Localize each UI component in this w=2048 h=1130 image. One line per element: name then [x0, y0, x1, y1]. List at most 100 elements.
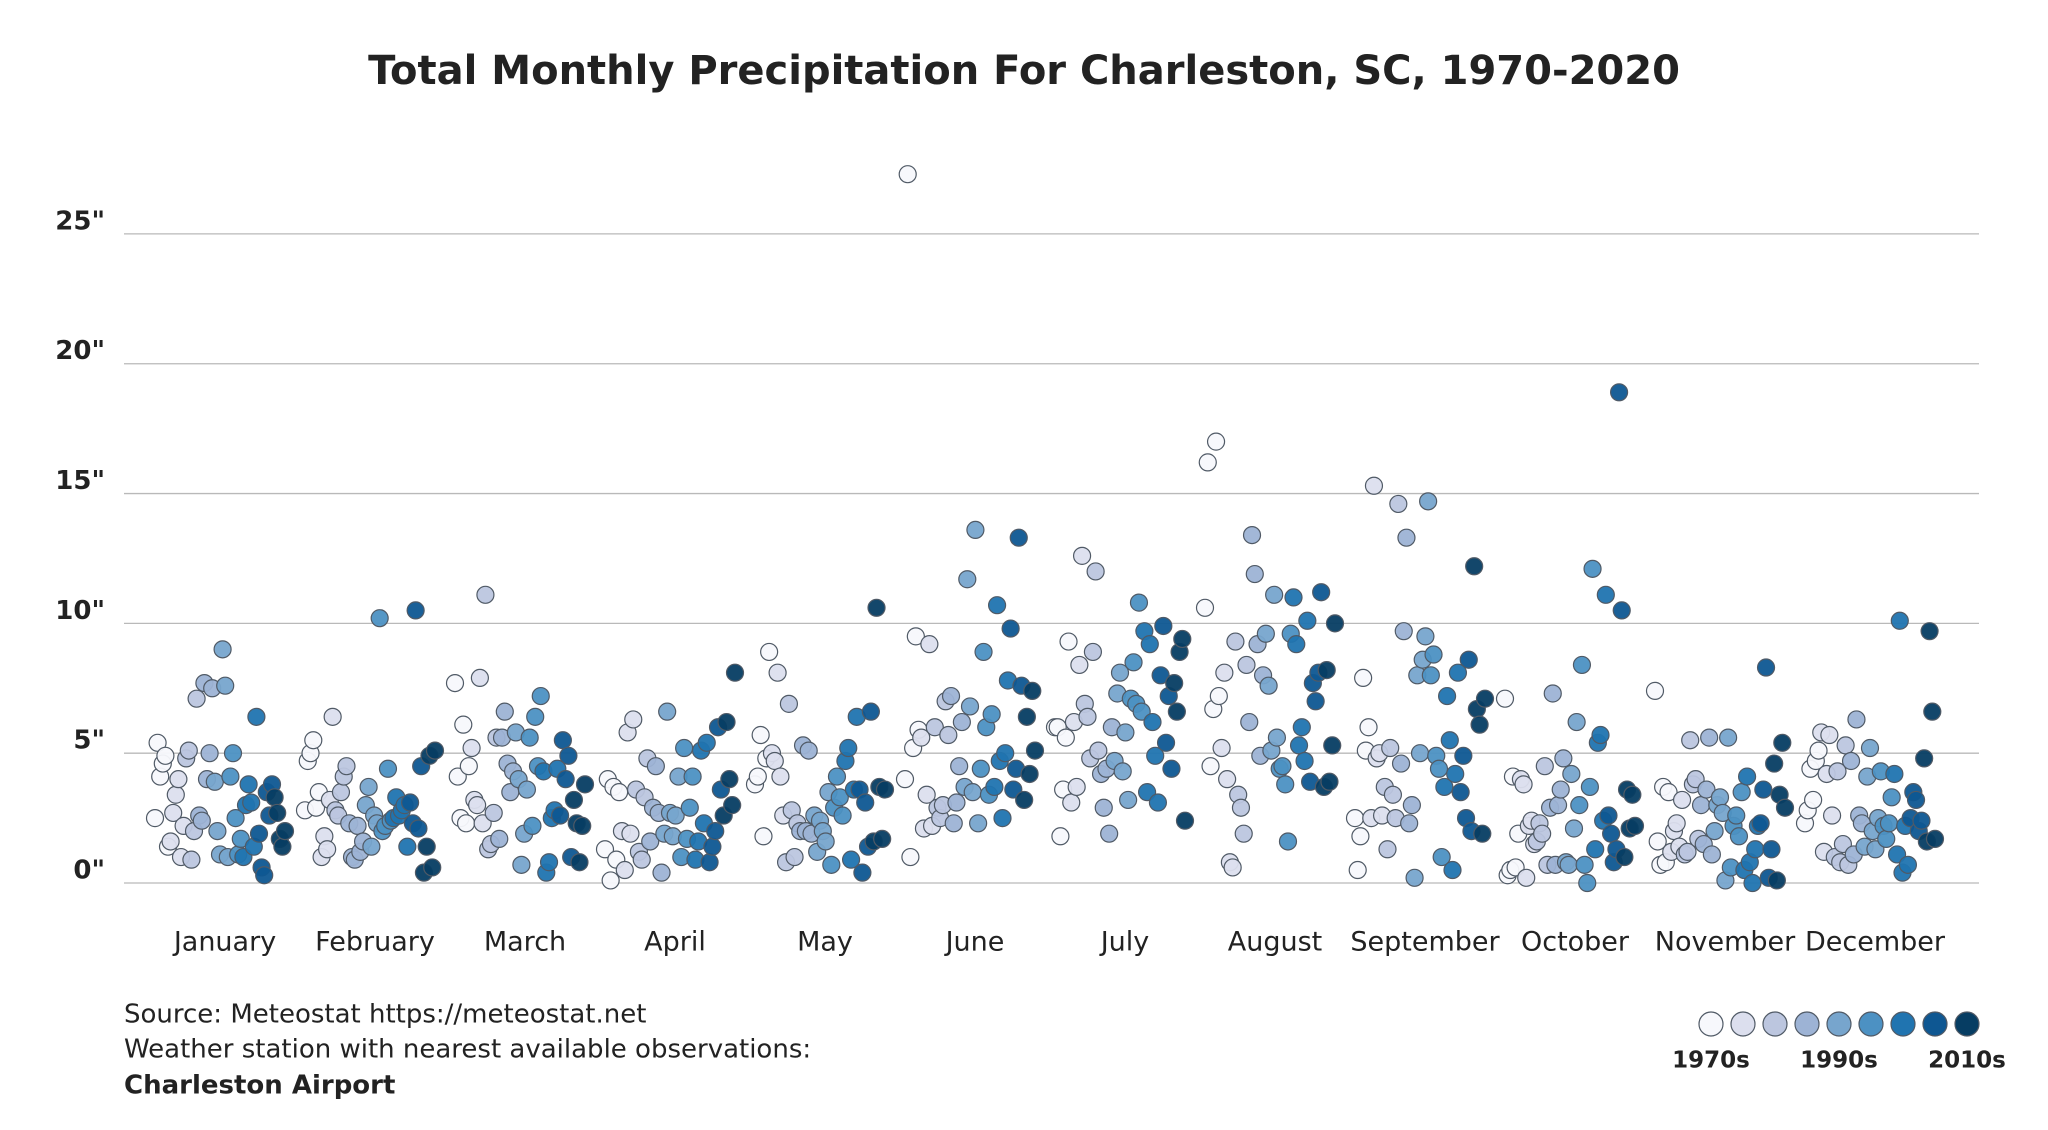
data-point: [1667, 814, 1686, 833]
data-point: [1885, 764, 1904, 784]
data-point: [901, 847, 920, 867]
data-point: [1312, 583, 1331, 602]
data-point: [255, 866, 274, 885]
data-point: [247, 707, 266, 726]
data-point: [495, 702, 514, 721]
data-point: [517, 780, 537, 799]
data-point: [1602, 824, 1621, 843]
data-point: [1809, 741, 1828, 760]
data-point: [570, 853, 589, 872]
data-point: [1822, 806, 1842, 825]
data-point: [833, 806, 852, 825]
data-point: [470, 668, 489, 688]
data-point: [1591, 725, 1610, 745]
data-point: [1847, 710, 1866, 729]
data-point: [785, 847, 804, 867]
data-point: [939, 725, 958, 745]
data-point: [1599, 806, 1618, 825]
data-point: [526, 707, 545, 726]
data-point: [484, 803, 503, 823]
data-point: [1124, 653, 1143, 672]
data-point: [1751, 814, 1770, 833]
data-point: [1146, 746, 1165, 765]
data-point: [1317, 661, 1336, 680]
data-point: [1206, 432, 1226, 451]
data-point: [1451, 783, 1470, 802]
data-point: [1732, 783, 1751, 802]
data-point: [1129, 593, 1149, 612]
data-point: [445, 673, 465, 693]
data-point: [1154, 616, 1173, 636]
data-point: [1086, 562, 1105, 581]
data-point: [1223, 858, 1242, 877]
data-point: [398, 837, 417, 856]
y-tick-label: 0": [73, 856, 105, 886]
data-point: [641, 832, 660, 851]
data-point: [192, 811, 211, 830]
data-point: [1517, 868, 1536, 887]
x-tick-label: May: [797, 927, 853, 958]
data-point: [242, 793, 261, 812]
data-point: [1410, 744, 1430, 763]
x-tick-label: December: [1805, 927, 1946, 958]
data-point: [1762, 840, 1781, 859]
data-point: [1691, 796, 1711, 815]
data-point: [1898, 855, 1918, 874]
data-point: [462, 738, 481, 758]
data-point: [1551, 780, 1570, 799]
data-point: [1743, 873, 1762, 893]
data-point: [1078, 707, 1097, 726]
data-point: [1575, 855, 1594, 874]
data-point: [539, 853, 559, 872]
data-point: [822, 855, 841, 874]
x-tick-label: July: [1099, 927, 1150, 958]
data-point: [1256, 624, 1275, 643]
data-point: [1435, 777, 1454, 797]
data-point: [1113, 762, 1132, 781]
x-tick-label: February: [315, 927, 435, 958]
data-point: [748, 767, 767, 786]
data-point: [1354, 668, 1373, 688]
legend-swatch: [1922, 1011, 1948, 1037]
data-point: [996, 744, 1015, 763]
data-point: [182, 850, 201, 869]
data-point: [1514, 775, 1533, 794]
data-point: [370, 609, 389, 628]
data-point: [1320, 772, 1339, 791]
data-point: [985, 777, 1004, 797]
data-point: [1473, 824, 1492, 843]
data-point: [1212, 738, 1231, 758]
data-point: [523, 816, 542, 835]
data-point: [658, 702, 677, 721]
data-point: [895, 770, 915, 789]
data-point: [1110, 663, 1130, 682]
legend-swatch: [1826, 1011, 1852, 1037]
data-point: [601, 871, 620, 890]
data-point: [553, 731, 572, 750]
data-point: [1583, 559, 1602, 578]
data-point: [610, 783, 629, 802]
data-point: [1025, 741, 1045, 760]
data-point: [1475, 689, 1495, 708]
data-point: [898, 165, 917, 184]
data-point: [1218, 770, 1237, 789]
data-point: [1697, 780, 1716, 799]
data-point: [187, 689, 206, 708]
data-point: [950, 757, 969, 776]
data-point: [1554, 749, 1573, 768]
data-point: [1559, 855, 1578, 874]
data-point: [1416, 627, 1435, 646]
data-point: [1448, 663, 1468, 682]
data-point: [875, 780, 895, 799]
data-point: [1119, 790, 1138, 810]
data-point: [348, 816, 367, 835]
data-point: [1737, 767, 1757, 786]
data-point: [646, 757, 665, 776]
data-point: [717, 712, 736, 732]
legend-swatch: [1730, 1011, 1756, 1037]
data-point: [423, 858, 442, 877]
data-point: [1882, 788, 1901, 807]
data-point: [520, 728, 539, 747]
data-point: [208, 821, 227, 841]
data-point: [1083, 642, 1103, 662]
